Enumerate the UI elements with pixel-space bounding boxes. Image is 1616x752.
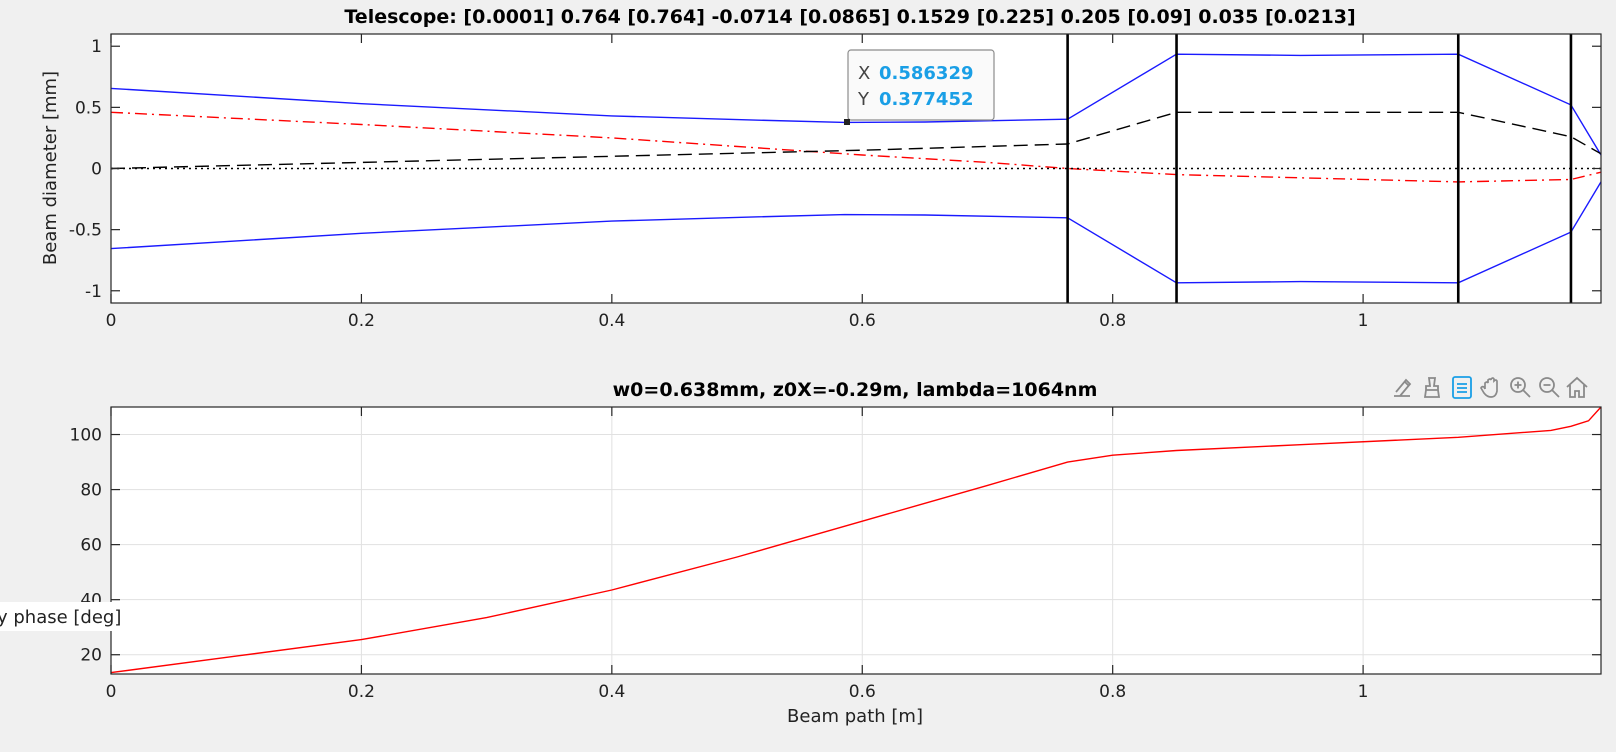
home-icon[interactable]: [1566, 376, 1588, 398]
y-tick-label: 100: [70, 426, 102, 446]
top-chart-title: Telescope: [0.0001] 0.764 [0.764] -0.071…: [344, 6, 1355, 28]
top-y-ticks: 1 0.5 0 -0.5 -1: [69, 37, 1601, 302]
top-y-axis-label: Beam diameter [mm]: [40, 71, 61, 265]
datatip-y-value: 0.377452: [879, 89, 974, 110]
series-line-solid-0: [110, 406, 1602, 674]
bottom-chart-title: w0=0.638mm, z0X=-0.29m, lambda=1064nm: [613, 379, 1098, 401]
x-tick-label: 0.8: [1099, 682, 1126, 702]
y-tick-label: 1: [91, 37, 102, 57]
y-tick-label: 0: [91, 160, 102, 180]
bottom-y-label-background: [0, 602, 145, 631]
brush-icon[interactable]: [1423, 377, 1441, 398]
x-tick-label: 0.6: [849, 682, 876, 702]
axes-toolbar: [1394, 376, 1588, 399]
x-tick-label: 0.2: [348, 311, 375, 331]
datatip-y-label: Y: [857, 89, 870, 110]
top-axes[interactable]: Telescope: [0.0001] 0.764 [0.764] -0.071…: [40, 6, 1602, 331]
bottom-x-axis-label: Beam path [m]: [787, 706, 923, 727]
y-tick-label: -0.5: [69, 221, 102, 241]
bottom-y-axis-label: y phase [deg]: [0, 607, 121, 628]
x-tick-label: 0: [106, 311, 117, 331]
x-tick-label: 0.8: [1099, 311, 1126, 331]
x-tick-label: 0.6: [849, 311, 876, 331]
datatip[interactable]: X 0.586329 Y 0.377452: [844, 49, 995, 125]
bottom-axes-background: [111, 407, 1601, 674]
datatip-x-value: 0.586329: [879, 63, 974, 84]
x-tick-label: 0.4: [598, 311, 625, 331]
bottom-plot-area: [110, 406, 1602, 674]
top-x-ticks: 0 0.2 0.4 0.6 0.8 1: [106, 34, 1369, 331]
y-tick-label: 20: [80, 646, 102, 666]
y-tick-label: 0.5: [75, 98, 102, 118]
x-tick-label: 0.4: [598, 682, 625, 702]
series-line-dashdot-2: [110, 111, 1602, 183]
export-icon[interactable]: [1394, 378, 1412, 397]
top-plot-area: [110, 34, 1602, 303]
datatip-x-label: X: [858, 63, 870, 84]
x-tick-label: 0.2: [348, 682, 375, 702]
series-line-solid-1: [110, 181, 1602, 284]
x-tick-label: 0: [106, 682, 117, 702]
x-tick-label: 1: [1358, 311, 1369, 331]
y-tick-label: 60: [80, 536, 102, 556]
datatip-icon[interactable]: [1452, 376, 1472, 399]
zoom-in-icon[interactable]: [1510, 377, 1531, 398]
bottom-axes-frame: [110, 406, 1602, 675]
pan-icon[interactable]: [1480, 377, 1498, 398]
x-tick-label: 1: [1358, 682, 1369, 702]
datatip-marker: [844, 119, 850, 125]
bottom-x-ticks: 0 0.2 0.4 0.6 0.8 1: [106, 407, 1369, 702]
datatip-box: [847, 49, 995, 121]
series-line-solid-0: [110, 53, 1602, 156]
y-tick-label: 80: [80, 481, 102, 501]
y-tick-label: -1: [85, 282, 102, 302]
zoom-out-icon[interactable]: [1539, 377, 1560, 398]
